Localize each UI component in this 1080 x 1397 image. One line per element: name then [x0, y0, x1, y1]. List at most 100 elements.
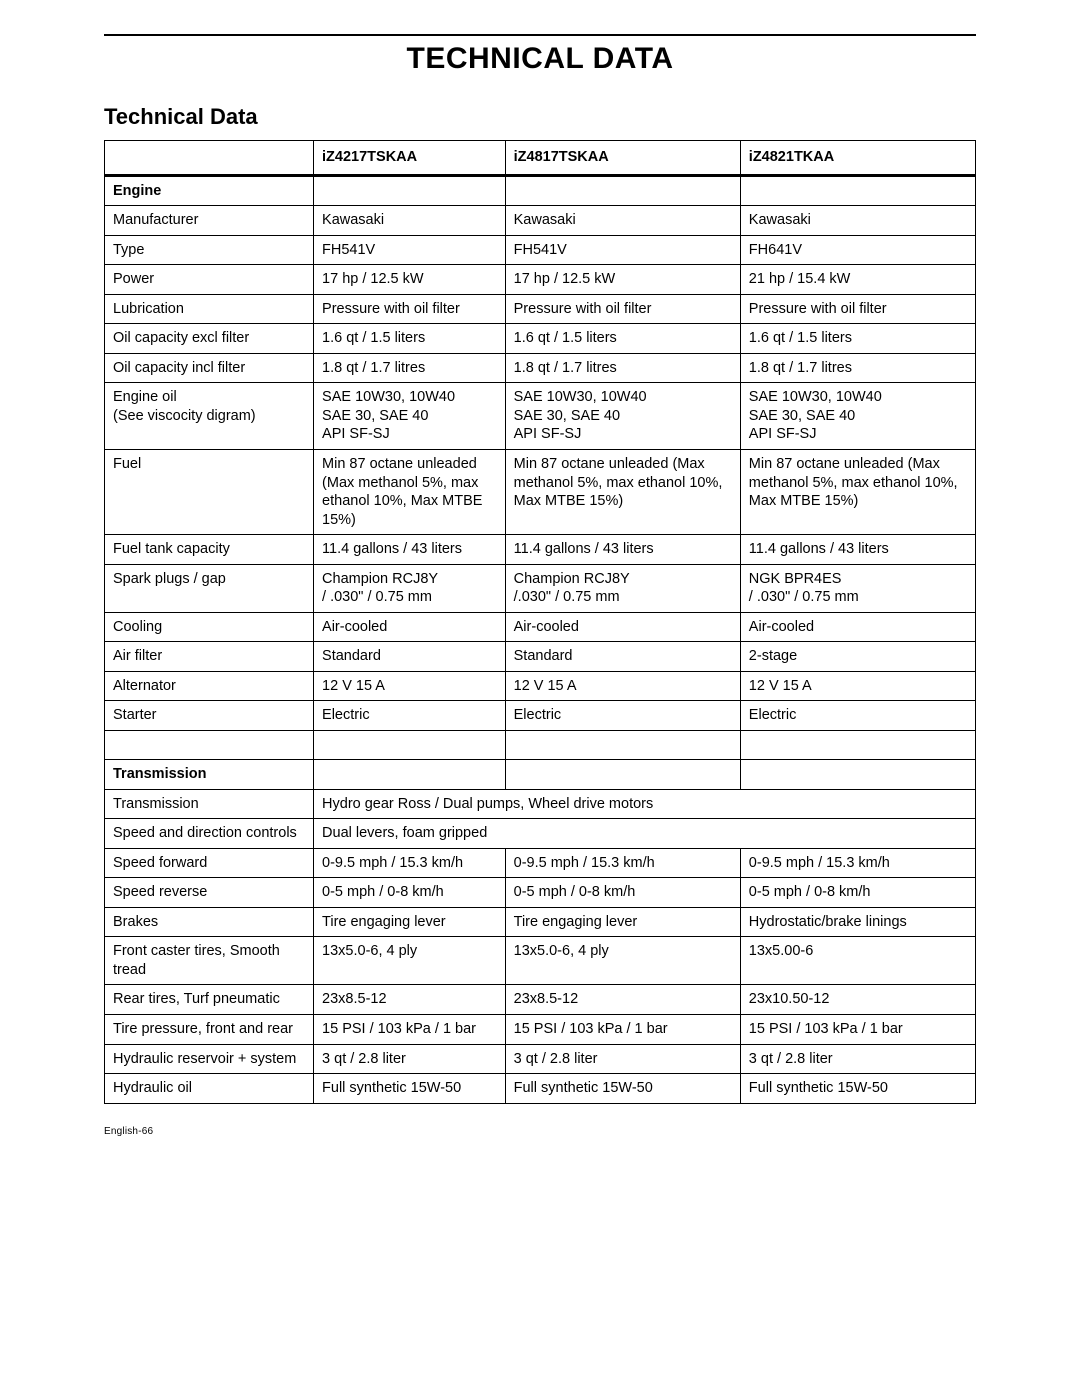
- row-value-2: Min 87 octane unleaded (Max methanol 5%,…: [505, 450, 740, 535]
- row-value-1: SAE 10W30, 10W40SAE 30, SAE 40API SF-SJ: [314, 383, 506, 450]
- section-label: Transmission: [105, 760, 314, 790]
- row-value-merged: Dual levers, foam gripped: [314, 819, 976, 849]
- row-value-1: 1.6 qt / 1.5 liters: [314, 324, 506, 354]
- row-label: Oil capacity excl filter: [105, 324, 314, 354]
- row-value-2: 15 PSI / 103 kPa / 1 bar: [505, 1014, 740, 1044]
- page-footer: English-66: [104, 1126, 976, 1137]
- row-value-1: 11.4 gallons / 43 liters: [314, 535, 506, 565]
- table-row: BrakesTire engaging leverTire engaging l…: [105, 907, 976, 937]
- row-value-3: 12 V 15 A: [740, 671, 975, 701]
- spec-table: iZ4217TSKAA iZ4817TSKAA iZ4821TKAA Engin…: [104, 140, 976, 1104]
- row-value-1: 0-5 mph / 0-8 km/h: [314, 878, 506, 908]
- row-value-1: Champion RCJ8Y/ .030" / 0.75 mm: [314, 564, 506, 612]
- row-value-1: Air-cooled: [314, 612, 506, 642]
- row-label: Starter: [105, 701, 314, 731]
- section-empty-cell: [740, 760, 975, 790]
- top-rule: [104, 34, 976, 36]
- row-value-1: Standard: [314, 642, 506, 672]
- table-row: Fuel Min 87 octane unleaded (Max methanol…: [105, 450, 976, 535]
- row-value-1: 0-9.5 mph / 15.3 km/h: [314, 848, 506, 878]
- row-value-2: Kawasaki: [505, 206, 740, 236]
- row-value-2: 12 V 15 A: [505, 671, 740, 701]
- row-value-2: Standard: [505, 642, 740, 672]
- table-row: TransmissionHydro gear Ross / Dual pumps…: [105, 789, 976, 819]
- table-header-row: iZ4217TSKAA iZ4817TSKAA iZ4821TKAA: [105, 141, 976, 176]
- spacer-cell: [740, 731, 975, 760]
- row-label: Alternator: [105, 671, 314, 701]
- table-row: CoolingAir-cooledAir-cooledAir-cooled: [105, 612, 976, 642]
- row-value-1: 12 V 15 A: [314, 671, 506, 701]
- row-value-1: Full synthetic 15W-50: [314, 1074, 506, 1104]
- table-row: Air filterStandardStandard2-stage: [105, 642, 976, 672]
- row-value-2: Air-cooled: [505, 612, 740, 642]
- table-row: StarterElectricElectricElectric: [105, 701, 976, 731]
- row-value-3: 2-stage: [740, 642, 975, 672]
- row-value-3: 11.4 gallons / 43 liters: [740, 535, 975, 565]
- row-value-1: 17 hp / 12.5 kW: [314, 265, 506, 295]
- row-value-2: 3 qt / 2.8 liter: [505, 1044, 740, 1074]
- col-header-1: iZ4217TSKAA: [314, 141, 506, 176]
- section-empty-cell: [314, 760, 506, 790]
- table-row: Spark plugs / gapChampion RCJ8Y/ .030" /…: [105, 564, 976, 612]
- row-label: Speed and direction controls: [105, 819, 314, 849]
- row-value-3: 21 hp / 15.4 kW: [740, 265, 975, 295]
- row-value-3: SAE 10W30, 10W40SAE 30, SAE 40API SF-SJ: [740, 383, 975, 450]
- row-label: Engine oil(See viscocity digram): [105, 383, 314, 450]
- row-value-3: 3 qt / 2.8 liter: [740, 1044, 975, 1074]
- row-label: Cooling: [105, 612, 314, 642]
- row-value-3: Electric: [740, 701, 975, 731]
- row-value-3: 1.8 qt / 1.7 litres: [740, 353, 975, 383]
- row-value-2: FH541V: [505, 235, 740, 265]
- table-row: Fuel tank capacity11.4 gallons / 43 lite…: [105, 535, 976, 565]
- row-value-1: FH541V: [314, 235, 506, 265]
- section-row: Transmission: [105, 760, 976, 790]
- section-empty-cell: [505, 760, 740, 790]
- row-value-2: Pressure with oil filter: [505, 294, 740, 324]
- section-empty-cell: [740, 175, 975, 206]
- row-value-3: NGK BPR4ES/ .030" / 0.75 mm: [740, 564, 975, 612]
- row-value-2: 11.4 gallons / 43 liters: [505, 535, 740, 565]
- row-value-1: Electric: [314, 701, 506, 731]
- col-header-3: iZ4821TKAA: [740, 141, 975, 176]
- row-label: Rear tires, Turf pneumatic: [105, 985, 314, 1015]
- row-label: Speed reverse: [105, 878, 314, 908]
- row-value-1: Pressure with oil filter: [314, 294, 506, 324]
- row-value-3: FH641V: [740, 235, 975, 265]
- row-label: Power: [105, 265, 314, 295]
- row-label: Speed forward: [105, 848, 314, 878]
- row-label: Fuel: [105, 450, 314, 535]
- row-label: Type: [105, 235, 314, 265]
- table-head: iZ4217TSKAA iZ4817TSKAA iZ4821TKAA: [105, 141, 976, 176]
- table-row: Speed reverse0-5 mph / 0-8 km/h0-5 mph /…: [105, 878, 976, 908]
- row-label: Manufacturer: [105, 206, 314, 236]
- row-value-2: 17 hp / 12.5 kW: [505, 265, 740, 295]
- row-value-3: Pressure with oil filter: [740, 294, 975, 324]
- section-empty-cell: [505, 175, 740, 206]
- table-row: Alternator12 V 15 A12 V 15 A12 V 15 A: [105, 671, 976, 701]
- row-value-1: 13x5.0-6, 4 ply: [314, 937, 506, 985]
- section-label: Engine: [105, 175, 314, 206]
- row-label: Tire pressure, front and rear: [105, 1014, 314, 1044]
- page-title: TECHNICAL DATA: [104, 42, 976, 76]
- table-row: Tire pressure, front and rear 15 PSI / 10…: [105, 1014, 976, 1044]
- row-value-2: 0-9.5 mph / 15.3 km/h: [505, 848, 740, 878]
- page: TECHNICAL DATA Technical Data iZ4217TSKA…: [0, 0, 1080, 1397]
- table-row: Hydraulic reservoir + system3 qt / 2.8 l…: [105, 1044, 976, 1074]
- table-row: Engine oil(See viscocity digram)SAE 10W3…: [105, 383, 976, 450]
- row-label: Hydraulic oil: [105, 1074, 314, 1104]
- table-row: Speed and direction controlsDual levers,…: [105, 819, 976, 849]
- row-value-2: 1.8 qt / 1.7 litres: [505, 353, 740, 383]
- row-value-1: 1.8 qt / 1.7 litres: [314, 353, 506, 383]
- row-value-3: 1.6 qt / 1.5 liters: [740, 324, 975, 354]
- row-value-2: SAE 10W30, 10W40SAE 30, SAE 40API SF-SJ: [505, 383, 740, 450]
- row-value-2: Electric: [505, 701, 740, 731]
- table-row: Power17 hp / 12.5 kW17 hp / 12.5 kW21 hp…: [105, 265, 976, 295]
- row-value-2: 23x8.5-12: [505, 985, 740, 1015]
- row-label: Air filter: [105, 642, 314, 672]
- row-value-3: Air-cooled: [740, 612, 975, 642]
- section-heading: Technical Data: [104, 104, 976, 130]
- table-row: LubricationPressure with oil filterPress…: [105, 294, 976, 324]
- table-row: Hydraulic oilFull synthetic 15W-50Full s…: [105, 1074, 976, 1104]
- table-spacer-row: [105, 731, 976, 760]
- row-value-3: Kawasaki: [740, 206, 975, 236]
